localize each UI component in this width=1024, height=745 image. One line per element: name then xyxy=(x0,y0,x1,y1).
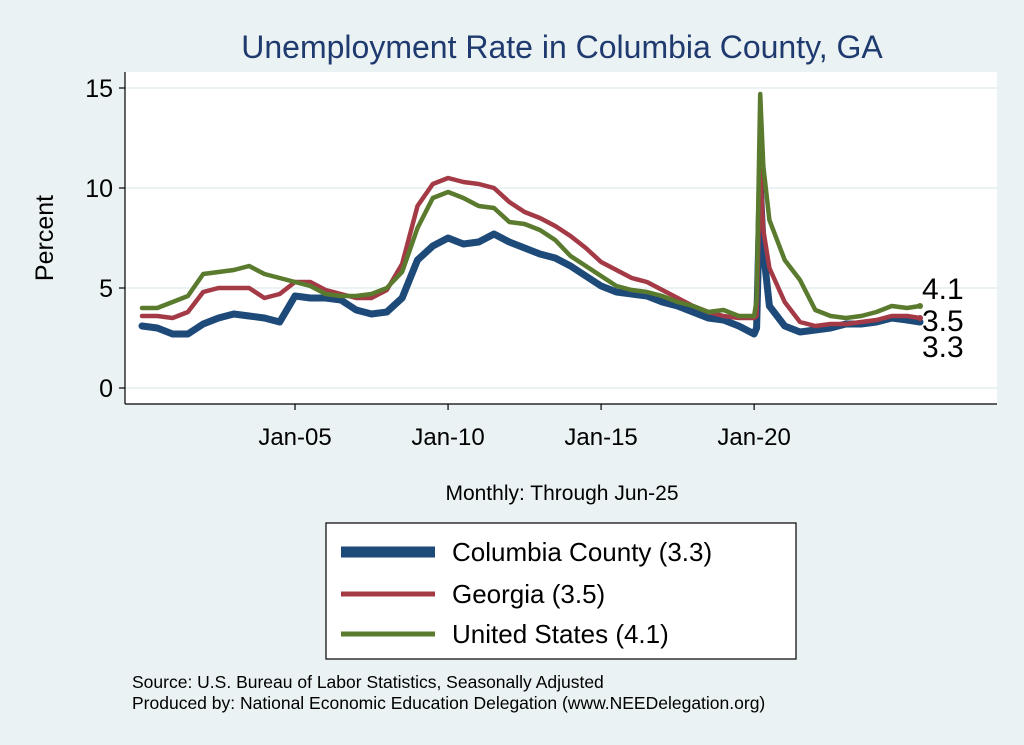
series-end-point-us xyxy=(917,303,923,309)
series-end-point-georgia xyxy=(917,315,923,321)
ytick-label: 0 xyxy=(99,375,113,403)
end-labels: 3.33.54.1 xyxy=(922,273,964,364)
legend-label-us: United States (4.1) xyxy=(452,619,669,649)
end-label-us: 4.1 xyxy=(922,273,964,306)
y-axis-title: Percent xyxy=(31,195,59,281)
y-axis: 0 5 10 15 xyxy=(85,75,125,403)
series-line-us xyxy=(139,91,923,321)
series-line-georgia xyxy=(139,167,923,329)
xtick-label: Jan-10 xyxy=(411,424,484,451)
x-axis: Jan-05 Jan-10 Jan-15 Jan-20 xyxy=(258,404,791,451)
xtick-label: Jan-15 xyxy=(564,424,637,451)
producer-note: Produced by: National Economic Education… xyxy=(132,693,766,713)
series-lines xyxy=(138,91,924,338)
gridlines xyxy=(125,87,997,389)
ytick-label: 10 xyxy=(85,175,113,203)
xtick-label: Jan-20 xyxy=(717,424,790,451)
xtick-label: Jan-05 xyxy=(258,424,331,451)
x-axis-title: Monthly: Through Jun-25 xyxy=(445,482,678,505)
series-line-columbia xyxy=(138,180,924,338)
ytick-label: 15 xyxy=(85,75,113,103)
ytick-label: 5 xyxy=(99,275,113,303)
plot-area xyxy=(125,72,997,404)
legend-items: Columbia County (3.3) Georgia (3.5) United… xyxy=(341,537,712,649)
source-note: Source: U.S. Bureau of Labor Statistics,… xyxy=(132,672,604,692)
legend-label-columbia: Columbia County (3.3) xyxy=(452,537,712,567)
end-label-georgia: 3.5 xyxy=(922,305,964,338)
chart-title: Unemployment Rate in Columbia County, GA xyxy=(241,29,883,65)
end-label-columbia: 3.3 xyxy=(922,331,964,364)
legend-label-georgia: Georgia (3.5) xyxy=(452,579,605,609)
